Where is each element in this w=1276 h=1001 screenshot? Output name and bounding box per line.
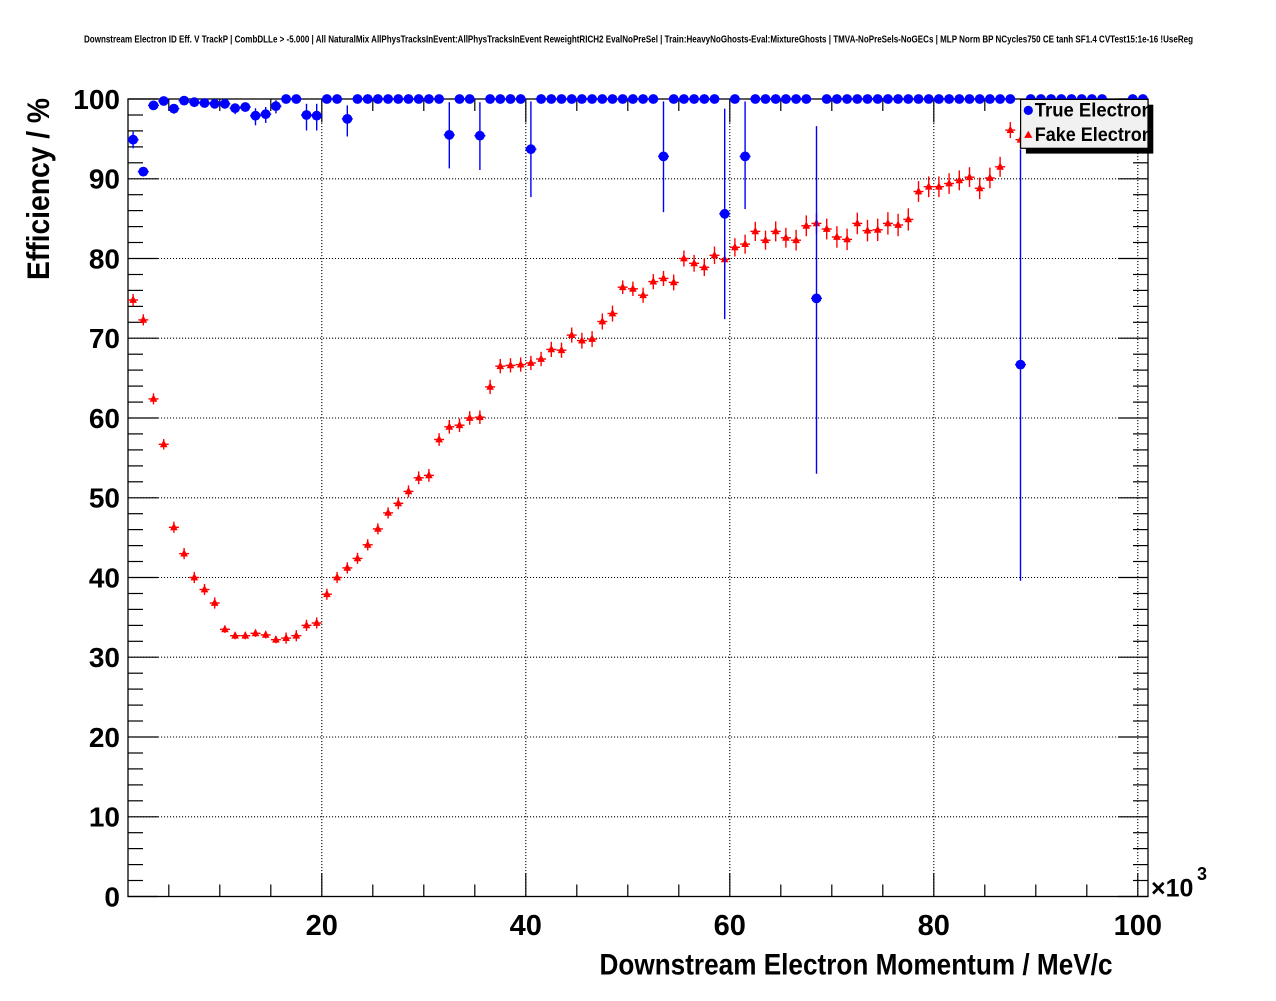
svg-text:Downstream Electron Momentum /: Downstream Electron Momentum / MeV/c <box>600 949 1113 982</box>
svg-text:10: 10 <box>89 802 120 833</box>
svg-text:20: 20 <box>89 722 120 753</box>
svg-text:40: 40 <box>89 562 120 593</box>
svg-text:20: 20 <box>306 910 338 942</box>
svg-text:80: 80 <box>918 910 950 942</box>
svg-text:×10: ×10 <box>1151 875 1193 903</box>
svg-text:100: 100 <box>73 84 120 115</box>
svg-text:60: 60 <box>89 403 120 434</box>
svg-text:30: 30 <box>89 642 120 673</box>
svg-text:70: 70 <box>89 323 120 354</box>
svg-text:Fake Electron: Fake Electron <box>1035 125 1153 146</box>
svg-text:Efficiency / %: Efficiency / % <box>20 98 56 280</box>
svg-text:3: 3 <box>1197 864 1207 884</box>
svg-text:0: 0 <box>104 881 120 912</box>
svg-text:100: 100 <box>1114 910 1162 942</box>
svg-text:80: 80 <box>89 243 120 274</box>
svg-text:Downstream Electron ID Eff. V: Downstream Electron ID Eff. V TrackP | C… <box>84 35 1193 46</box>
svg-text:40: 40 <box>510 910 542 942</box>
svg-text:True Electron: True Electron <box>1035 100 1153 121</box>
svg-text:90: 90 <box>89 164 120 195</box>
svg-text:60: 60 <box>714 910 746 942</box>
svg-text:50: 50 <box>89 483 120 514</box>
